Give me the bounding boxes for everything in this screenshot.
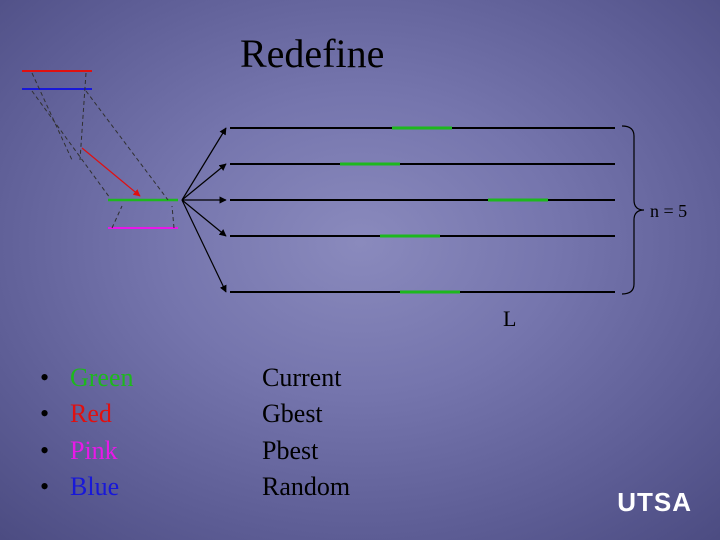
dashed-line bbox=[112, 206, 122, 228]
legend-row: •Red Gbest bbox=[40, 396, 412, 432]
dashed-line bbox=[80, 73, 86, 160]
legend-color-label: Blue bbox=[70, 469, 190, 505]
legend: •GreenCurrent•RedGbest•PinkPbest•BlueRan… bbox=[40, 360, 412, 506]
fan-arrow bbox=[182, 200, 226, 236]
legend-desc: Random bbox=[262, 469, 412, 505]
dashed-line bbox=[32, 73, 72, 160]
legend-desc: Pbest bbox=[262, 433, 412, 469]
dashed-line bbox=[172, 206, 174, 228]
legend-row: •Green Current bbox=[40, 360, 412, 396]
legend-desc: Gbest bbox=[262, 396, 412, 432]
n-label: n = 5 bbox=[650, 201, 687, 222]
l-label: L bbox=[503, 306, 516, 332]
fan-arrow bbox=[182, 128, 226, 200]
fan-arrow bbox=[182, 200, 226, 292]
bullet-icon: • bbox=[40, 469, 70, 505]
bullet-icon: • bbox=[40, 360, 70, 396]
legend-color-label: Pink bbox=[70, 433, 190, 469]
dashed-line bbox=[86, 91, 168, 200]
legend-color-label: Green bbox=[70, 360, 190, 396]
utsa-logo: UTSA bbox=[617, 487, 692, 518]
fan-arrow bbox=[182, 164, 226, 200]
legend-row: •Pink Pbest bbox=[40, 433, 412, 469]
legend-row: •Blue Random bbox=[40, 469, 412, 505]
legend-desc: Current bbox=[262, 360, 412, 396]
dashed-line bbox=[32, 91, 110, 198]
legend-color-label: Red bbox=[70, 396, 190, 432]
bullet-icon: • bbox=[40, 396, 70, 432]
right-brace bbox=[622, 126, 644, 294]
bullet-icon: • bbox=[40, 433, 70, 469]
